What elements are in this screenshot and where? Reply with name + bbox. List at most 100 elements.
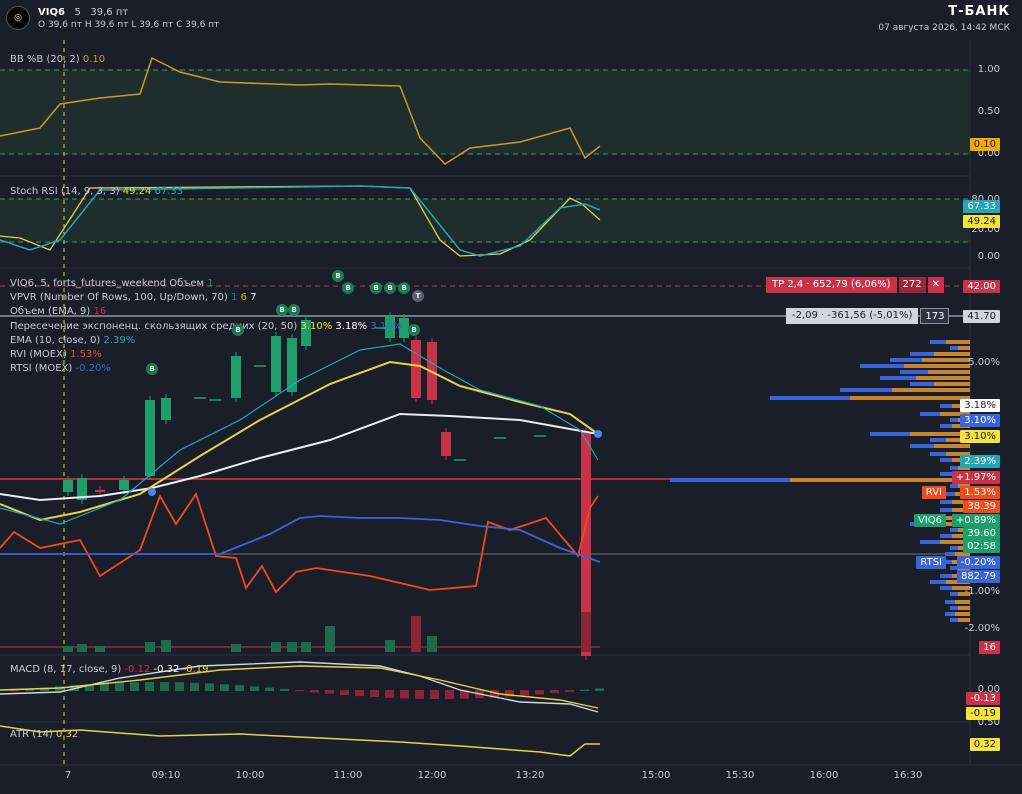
macd-tick-1: 0.00 — [977, 684, 1000, 695]
macd-bar — [460, 690, 469, 699]
vpvr-bar-down — [940, 586, 970, 590]
macd-bar — [595, 688, 604, 691]
stoch-d-line — [0, 185, 601, 257]
position-box[interactable]: -2,09 · -361,56 (-5,01%) 173 — [786, 308, 950, 324]
tag-bb: 0.10 — [969, 138, 1000, 151]
volume-bar — [385, 640, 395, 652]
volume-bar — [411, 616, 421, 652]
macd-bar — [520, 690, 529, 696]
tag-tp-price: 42.00 — [963, 280, 1000, 293]
atr-legend[interactable]: ATR (14) 0.32 — [10, 729, 78, 741]
vpvr-bar-up — [950, 546, 958, 550]
vpvr-bar-down — [940, 534, 970, 538]
bb-legend[interactable]: BB %B (20, 2) 0.10 — [10, 54, 105, 66]
x-tick-3: 11:00 — [333, 770, 363, 781]
vpvr-bar-up — [950, 566, 958, 570]
macd-bar — [550, 690, 559, 694]
vpvr-bar-up — [900, 370, 928, 374]
close-icon[interactable]: ✕ — [927, 277, 944, 293]
position-text: -2,09 · -361,56 (-5,01%) — [786, 308, 919, 324]
tag-ema-b: 3.10% — [960, 414, 1000, 427]
macd-signal-line — [0, 665, 599, 709]
main-legend-row[interactable]: RVI (MOEX) 1.53% — [10, 348, 402, 362]
main-legend-row[interactable]: VPVR (Number Of Rows, 100, Up/Down, 70) … — [10, 291, 402, 305]
vpvr-bar-up — [860, 364, 904, 368]
main-tick-2: -1.00% — [964, 586, 1000, 597]
tag-viq-pct: +0.89% — [951, 514, 1000, 527]
take-profit-box[interactable]: TP 2,4 · 652,79 (6,06%) 272 ✕ — [766, 277, 944, 293]
interval[interactable]: 5 — [74, 6, 81, 18]
rvi-line — [0, 491, 599, 594]
vpvr-bar-up — [940, 560, 952, 564]
candle — [271, 336, 281, 392]
macd-bar — [280, 688, 289, 691]
trade-marker-badge[interactable]: B — [232, 324, 244, 336]
vpvr-bar-up — [930, 340, 946, 344]
macd-bar — [220, 684, 229, 691]
trade-marker-badge[interactable]: T — [412, 290, 424, 302]
trade-marker-badge[interactable]: B — [146, 363, 158, 375]
main-legend-label: RTSI (MOEX) — [10, 363, 76, 375]
main-legend-value: 3.10% — [367, 320, 403, 332]
macd-bar — [85, 684, 94, 691]
position-qty: 173 — [920, 308, 950, 324]
vpvr-bar-up — [890, 358, 922, 362]
trade-marker-badge[interactable]: B — [342, 282, 354, 294]
stoch-k-line — [0, 185, 601, 257]
macd-bar — [370, 690, 379, 698]
ticker-symbol[interactable]: VIQ6 — [38, 6, 65, 18]
bb-tick-1: 1.00 — [977, 64, 1000, 75]
vpvr-bar-up — [910, 444, 934, 448]
candle — [119, 480, 129, 490]
vpvr-bar-up — [950, 618, 958, 622]
vpvr-bar-down — [770, 396, 970, 400]
candle — [63, 480, 73, 492]
trade-marker-badge[interactable]: B — [398, 282, 410, 294]
macd-bar — [145, 682, 154, 691]
trade-marker-badge[interactable]: B — [384, 282, 396, 294]
trade-marker-badge[interactable]: B — [332, 270, 344, 282]
ema-10-line — [0, 343, 599, 525]
x-tick-7: 15:30 — [725, 770, 755, 781]
candle — [411, 340, 421, 398]
tag-macd-2: -0.19 — [966, 707, 1000, 720]
main-legend-row[interactable]: EMA (10, close, 0) 2.39% — [10, 334, 402, 348]
vpvr-bar-up — [950, 466, 958, 470]
cross-marker — [594, 430, 602, 438]
vpvr-bar-up — [940, 534, 952, 538]
vpvr-bar-down — [940, 458, 970, 462]
main-legend-label: VIQ6, 5, forts_futures_weekend Объем — [10, 278, 208, 289]
trade-marker-badge[interactable]: B — [370, 282, 382, 294]
main-legend-label: VPVR (Number Of Rows, 100, Up/Down, 70) — [10, 292, 232, 304]
candle — [145, 400, 155, 476]
vpvr-bar-up — [945, 552, 955, 556]
vpvr-bar-up — [950, 484, 958, 488]
main-legend-value: -0.20% — [75, 363, 111, 375]
volume-bar — [301, 642, 311, 652]
vpvr-bar-down — [930, 340, 970, 344]
vpvr-bar-up — [770, 396, 850, 400]
macd-bar — [535, 690, 544, 695]
macd-legend[interactable]: MACD (8, 17, close, 9) -0.12 -0.32 -0.19 — [10, 664, 208, 676]
main-legend-row[interactable]: Объем (EMA, 9) 16 — [10, 305, 402, 319]
bb-band — [0, 70, 970, 154]
main-legend-row[interactable]: RTSI (MOEX) -0.20% — [10, 362, 402, 376]
trade-marker-badge[interactable]: B — [408, 324, 420, 336]
rtsi-line — [0, 515, 601, 563]
volume-bar — [271, 642, 281, 652]
vpvr-bar-down — [940, 500, 970, 504]
rtsi-series-label: RTSI — [916, 556, 946, 569]
vpvr-bar-up — [950, 606, 958, 610]
trade-marker-badge[interactable]: B — [276, 304, 288, 316]
macd-bar — [205, 683, 214, 691]
vpvr-bar-down — [945, 612, 970, 616]
main-legend-row[interactable]: Пересечение экспоненц. скользящих средни… — [10, 320, 402, 334]
volume-bar — [95, 646, 105, 652]
main-legend-row[interactable]: VIQ6, 5, forts_futures_weekend Объем 1 — [10, 277, 402, 291]
stoch-legend[interactable]: Stoch RSI (14, 9, 3, 3) 49.24 67.33 — [10, 186, 183, 198]
x-tick-9: 16:30 — [893, 770, 923, 781]
volume-bar — [581, 612, 591, 652]
candle — [95, 490, 105, 492]
trade-marker-badge[interactable]: B — [288, 304, 300, 316]
